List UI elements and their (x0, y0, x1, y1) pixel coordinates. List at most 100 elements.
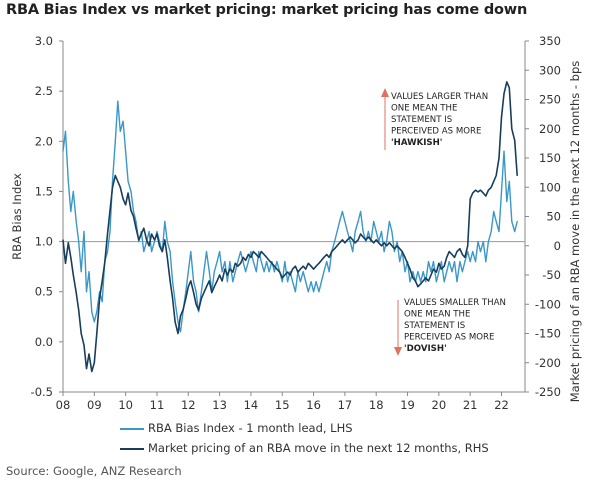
data-point-market-pricing (260, 251, 262, 253)
data-point-market-pricing (289, 274, 291, 276)
data-point-market-pricing (234, 262, 236, 264)
data-point-bias-index (284, 261, 286, 263)
data-point-market-pricing (417, 286, 419, 288)
left-tick-label: 3.0 (35, 34, 53, 48)
data-point-market-pricing (326, 253, 328, 256)
data-point-market-pricing (373, 242, 375, 244)
data-point-bias-index (281, 281, 283, 283)
data-point-market-pricing (472, 192, 474, 194)
data-point-market-pricing (318, 262, 320, 264)
data-point-market-pricing (119, 186, 121, 188)
hawkish-annotation-line: STATEMENT IS (391, 115, 452, 125)
data-point-market-pricing (360, 233, 362, 235)
data-point-bias-index (88, 271, 90, 273)
data-point-bias-index (514, 230, 516, 233)
data-point-bias-index (320, 281, 322, 283)
x-tick-label: 22 (494, 398, 509, 412)
data-point-market-pricing (378, 242, 380, 244)
data-point-market-pricing (511, 128, 513, 130)
data-point-bias-index (412, 271, 414, 273)
data-point-market-pricing (106, 233, 109, 235)
data-point-market-pricing (193, 292, 195, 294)
data-point-market-pricing (297, 271, 299, 273)
data-point-market-pricing (96, 332, 98, 335)
data-point-bias-index (226, 281, 228, 283)
data-point-market-pricing (281, 277, 283, 279)
data-point-market-pricing (467, 245, 469, 247)
chart-axes: -0.5 0.0 0.5 1.0 1.5 2.0 2.5 3.0 -250 -200 -150 -10… (10, 34, 582, 412)
data-point-market-pricing (258, 256, 260, 258)
data-point-bias-index (399, 261, 401, 263)
data-point-market-pricing (266, 256, 268, 258)
right-tick-label: -250 (535, 385, 561, 399)
data-point-bias-index (435, 281, 437, 283)
data-point-bias-index (135, 220, 137, 223)
data-point-market-pricing (336, 245, 338, 247)
data-point-bias-index (341, 210, 343, 213)
data-point-bias-index (349, 241, 351, 243)
dovish-annotation-line: STATEMENT IS (404, 321, 465, 331)
data-point-market-pricing (328, 256, 330, 258)
data-point-market-pricing (158, 245, 161, 247)
data-point-bias-index (383, 251, 385, 253)
data-point-market-pricing (208, 280, 210, 282)
hawkish-arrowhead-icon (381, 88, 389, 97)
legend-swatch-bias-index (120, 427, 144, 430)
data-point-bias-index (252, 261, 254, 263)
data-point-bias-index (263, 271, 265, 273)
data-point-market-pricing (166, 256, 168, 258)
right-tick-label: 100 (539, 180, 561, 194)
data-point-bias-index (420, 281, 422, 283)
data-point-market-pricing (346, 239, 348, 241)
data-point-bias-index (464, 261, 466, 263)
data-point-bias-index (438, 271, 440, 273)
data-point-market-pricing (263, 253, 265, 256)
data-point-bias-index (85, 291, 88, 293)
data-point-bias-index (268, 271, 270, 273)
right-tick-label: 350 (539, 34, 561, 48)
data-point-bias-index (185, 291, 187, 293)
hawkish-annotation-line: ONE MEAN THE (391, 104, 457, 114)
data-point-market-pricing (477, 191, 479, 193)
data-point-bias-index (195, 291, 197, 293)
data-point-bias-index (96, 311, 98, 313)
data-point-bias-index (240, 251, 242, 253)
data-point-bias-index (200, 291, 202, 293)
data-point-market-pricing (247, 253, 249, 256)
data-point-market-pricing (219, 274, 221, 276)
data-point-bias-index (467, 251, 469, 253)
data-point-bias-index (83, 230, 85, 233)
left-axis-title: RBA Bias Index (10, 173, 24, 260)
data-point-market-pricing (352, 239, 354, 241)
data-point-bias-index (166, 241, 168, 243)
right-tick-label: -200 (535, 356, 561, 370)
data-point-bias-index (443, 281, 445, 283)
data-point-market-pricing (399, 248, 401, 250)
data-point-bias-index (127, 180, 129, 182)
data-point-market-pricing (453, 256, 456, 258)
data-point-market-pricing (67, 242, 69, 244)
data-point-market-pricing (70, 256, 72, 258)
data-point-bias-index (430, 271, 432, 273)
right-axis-title: Market pricing of an RBA move in the nex… (568, 61, 582, 403)
data-point-bias-index (425, 281, 427, 283)
data-point-bias-index (487, 241, 489, 243)
data-point-bias-index (328, 271, 330, 273)
data-point-bias-index (503, 150, 505, 152)
dovish-annotation-line: ONE MEAN THE (404, 310, 470, 320)
data-point-bias-index (315, 281, 317, 283)
data-point-market-pricing (354, 242, 356, 244)
data-point-bias-index (469, 261, 471, 263)
data-point-market-pricing (245, 259, 247, 261)
data-point-market-pricing (153, 239, 156, 241)
data-point-market-pricing (268, 259, 270, 261)
data-point-market-pricing (320, 259, 322, 261)
data-point-market-pricing (331, 251, 333, 253)
x-tick-label: 20 (432, 398, 447, 412)
data-point-bias-index (237, 261, 239, 263)
data-point-bias-index (193, 281, 195, 283)
data-point-bias-index (422, 271, 424, 273)
data-point-market-pricing (383, 242, 385, 244)
x-tick-label: 09 (87, 398, 102, 412)
